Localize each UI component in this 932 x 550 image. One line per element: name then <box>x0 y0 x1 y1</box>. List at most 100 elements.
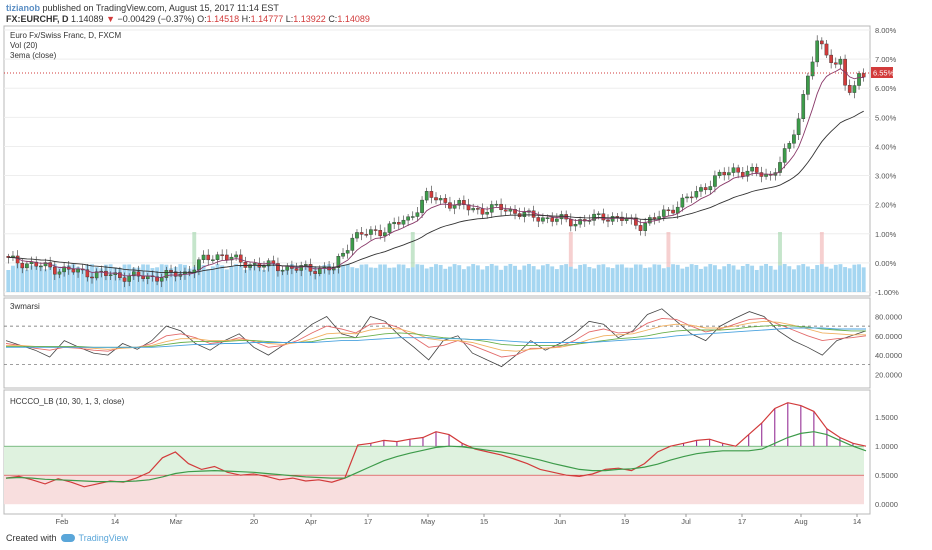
hccco-lines <box>5 402 867 488</box>
volume-bar <box>666 267 671 292</box>
volume-bar <box>410 267 415 292</box>
ema-slow-line <box>8 110 864 274</box>
volume-bar <box>215 264 220 292</box>
candle-body <box>359 232 364 235</box>
volume-bar <box>494 265 499 292</box>
candle-body <box>276 263 280 272</box>
volume-bar <box>368 267 373 292</box>
candle-body <box>657 216 661 219</box>
volume-bar <box>387 267 392 292</box>
hccco-y-tick: 1.5000 <box>875 413 898 422</box>
volume-bar <box>266 265 271 292</box>
candle-body <box>122 277 127 282</box>
volume-bar <box>726 264 731 292</box>
volume-bar <box>791 269 796 292</box>
candle-body <box>369 229 373 235</box>
volume-bar <box>573 268 578 292</box>
price-y-tick: 2.00% <box>875 201 897 210</box>
candle-body <box>443 198 448 203</box>
volume-bar <box>615 264 620 292</box>
hccco-y-tick: 0.0000 <box>875 500 898 509</box>
candle-body <box>661 209 666 217</box>
volume-bar <box>712 265 717 292</box>
volume-bar <box>819 264 824 292</box>
volume-bar <box>48 265 53 292</box>
candle-body <box>173 271 178 277</box>
brand-link[interactable]: TradingView <box>78 533 129 543</box>
candle-body <box>373 229 378 231</box>
volume-bar <box>517 269 522 292</box>
volume-bar <box>601 264 606 292</box>
candle-body <box>531 210 536 218</box>
volume-bar <box>327 264 332 292</box>
volume-bar <box>15 264 20 292</box>
candle-body <box>238 254 243 263</box>
candle-body <box>76 268 80 273</box>
last-price: 1.14089 <box>71 14 104 24</box>
volume-bar <box>466 266 471 292</box>
candle-body <box>252 263 257 265</box>
hccco-slow-line <box>5 431 867 483</box>
candle-body <box>615 216 620 218</box>
candle-body <box>164 270 169 278</box>
candle-body <box>406 216 410 221</box>
candle-body <box>471 208 476 211</box>
candle-body <box>452 205 457 209</box>
volume-bar <box>24 269 29 292</box>
volume-bar <box>359 264 364 292</box>
volume-bar <box>438 264 443 292</box>
volume-bar <box>740 265 745 292</box>
candle-body <box>206 254 211 261</box>
rsi-series-line <box>5 308 867 368</box>
x-axis-tick: May <box>421 517 435 526</box>
candle-body <box>699 187 703 192</box>
chart-canvas[interactable]: Euro Fx/Swiss Franc, D, FXCM Vol (20) 3e… <box>0 0 932 530</box>
rsi-series-line <box>6 320 866 352</box>
candle-body <box>201 254 206 260</box>
candle-body <box>634 217 638 226</box>
volume-bar <box>499 269 504 292</box>
footer: Created with TradingView <box>6 533 128 543</box>
candle-body <box>243 262 248 268</box>
volume-bar <box>643 267 648 292</box>
candle-body <box>550 217 555 222</box>
volume-bar <box>619 264 624 292</box>
volume-bar <box>238 265 243 292</box>
volume-bar <box>275 266 280 292</box>
candle-body <box>541 217 545 222</box>
volume-bar <box>196 264 201 292</box>
rsi-y-tick: 80.0000 <box>875 312 902 321</box>
ema-label: 3ema (close) <box>10 51 57 60</box>
candle-body <box>304 264 308 266</box>
volume-bar <box>531 266 536 292</box>
hccco-pane-title: HCCCO_LB (10, 30, 1, 3, close) <box>10 397 125 406</box>
volume-bar <box>322 264 327 292</box>
candle-body <box>787 143 792 149</box>
candle-body <box>596 213 601 215</box>
candle-body <box>466 204 471 211</box>
volume-bar <box>206 269 211 292</box>
candle-body <box>345 250 350 254</box>
rsi-y-tick: 20.0000 <box>875 370 902 379</box>
hccco-fast-line <box>5 402 867 488</box>
candle-body <box>476 208 480 210</box>
candle-body <box>778 162 782 173</box>
ema-lines <box>8 68 864 278</box>
volume-bar <box>652 264 657 292</box>
volume-bar <box>782 264 787 292</box>
volume-bar <box>685 266 689 292</box>
volume-bar <box>71 264 76 292</box>
volume-bar <box>299 269 304 292</box>
volume-bar <box>420 264 425 292</box>
candle-body <box>499 203 503 210</box>
candle-body <box>383 232 387 237</box>
candle-body <box>648 217 652 224</box>
volume-bar <box>201 265 206 292</box>
candle-body <box>90 276 94 279</box>
high-label: H: <box>241 14 251 24</box>
rsi-pane-title: 3wmarsi <box>10 302 40 311</box>
volume-bar <box>838 264 843 292</box>
volume-bar <box>62 268 67 292</box>
volume-bar <box>243 269 248 292</box>
author-link[interactable]: tizianob <box>6 3 40 13</box>
